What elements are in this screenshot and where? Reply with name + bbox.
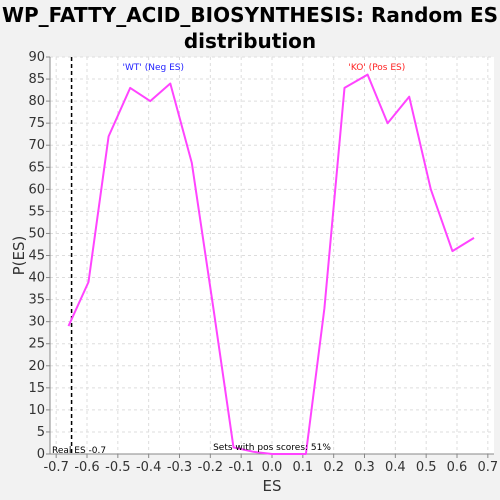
y-tick-label: 80 [28,94,45,109]
y-tick-label: 45 [28,249,45,264]
y-tick-label: 25 [28,337,45,352]
annotations-layer: 'WT' (Neg ES) 'KO' (Pos ES) Sets with pos … [52,63,405,456]
pos-es-label: 'KO' (Pos ES) [348,63,405,73]
y-tick-label: 20 [28,359,45,374]
y-tick-label: 5 [37,425,45,440]
x-tick-label: 0.3 [354,460,375,475]
x-tick-label: 0.5 [416,460,437,475]
chart-title-line1: WP_FATTY_ACID_BIOSYNTHESIS: Random ES [1,3,499,27]
x-tick-label: -0.7 [43,460,68,475]
x-tick-label: -0.6 [74,460,99,475]
y-tick-label: 0 [37,447,45,462]
y-tick-label: 90 [28,50,45,65]
pos-scores-label: Sets with pos scores: 51% [213,443,331,453]
grid-lines [50,56,494,455]
y-tick-label: 70 [28,138,45,153]
y-tick-label: 10 [28,403,45,418]
x-tick-label: -0.2 [198,460,223,475]
x-tick-label: 0.4 [385,460,406,475]
x-tick-label: -0.4 [136,460,161,475]
y-tick-label: 30 [28,315,45,330]
y-tick-label: 50 [28,226,45,241]
y-axis-label: P(ES) [10,236,28,276]
x-tick-label: 0.2 [323,460,344,475]
y-tick-label: 40 [28,271,45,286]
y-tick-label: 60 [28,182,45,197]
x-tick-label: -0.3 [167,460,192,475]
y-tick-label: 85 [28,72,45,87]
x-tick-label: -0.5 [105,460,130,475]
y-tick-label: 15 [28,381,45,396]
real-es-label: Real ES -0.7 [52,446,106,456]
chart-title-line2: distribution [183,29,317,53]
chart-title: WP_FATTY_ACID_BIOSYNTHESIS: Random ES di… [0,2,500,54]
x-tick-label: 0.7 [477,460,498,475]
y-tick-label: 35 [28,293,45,308]
x-tick-label: 0.0 [262,460,283,475]
neg-es-label: 'WT' (Neg ES) [123,63,184,73]
y-tick-label: 55 [28,204,45,219]
y-tick-label: 75 [28,116,45,131]
es-distribution-line [67,73,475,455]
axes: 0 5 10 15 20 25 30 35 40 45 50 55 60 65 70 75 80 85 90 -0.7… [28,50,498,475]
x-tick-label: 0.6 [447,460,468,475]
y-tick-label: 65 [28,160,45,175]
x-tick-label: -0.1 [228,460,253,475]
x-axis-label: ES [263,477,282,495]
x-tick-label: 0.1 [292,460,313,475]
series-layer [67,57,475,455]
